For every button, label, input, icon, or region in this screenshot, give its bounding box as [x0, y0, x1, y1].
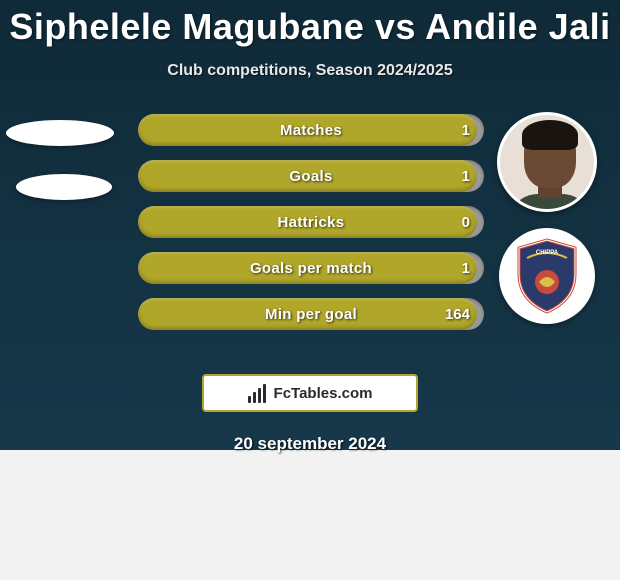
content-wrapper: Siphelele Magubane vs Andile Jali Club c…: [0, 0, 620, 454]
bar-row-matches: Matches 1: [138, 114, 484, 146]
bar-row-min-per-goal: Min per goal 164: [138, 298, 484, 330]
svg-text:CHIPPA: CHIPPA: [536, 250, 559, 256]
left-player-placeholder-1: [6, 120, 114, 146]
bar-chart-icon: [248, 383, 268, 403]
left-player-column: [6, 120, 126, 228]
right-club-badge: CHIPPA: [499, 228, 595, 324]
date-label: 20 september 2024: [0, 434, 620, 454]
comparison-area: Matches 1 Goals 1 Hattricks 0: [0, 120, 620, 370]
bar-row-goals-per-match: Goals per match 1: [138, 252, 484, 284]
page-title: Siphelele Magubane vs Andile Jali: [0, 6, 620, 48]
bar-label: Goals per match: [138, 252, 484, 284]
bar-label: Hattricks: [138, 206, 484, 238]
bar-value: 1: [462, 114, 470, 146]
left-player-placeholder-2: [16, 174, 112, 200]
right-player-avatar: [497, 112, 597, 212]
bar-value: 1: [462, 160, 470, 192]
right-player-column: CHIPPA: [492, 112, 602, 324]
face-icon: [500, 112, 594, 212]
bar-value: 0: [462, 206, 470, 238]
bar-row-goals: Goals 1: [138, 160, 484, 192]
bar-value: 164: [445, 298, 470, 330]
bar-value: 1: [462, 252, 470, 284]
bar-row-hattricks: Hattricks 0: [138, 206, 484, 238]
bar-label: Matches: [138, 114, 484, 146]
brand-box[interactable]: FcTables.com: [202, 374, 418, 412]
subtitle: Club competitions, Season 2024/2025: [0, 62, 620, 80]
shield-icon: CHIPPA: [513, 238, 581, 314]
background-bottom: [0, 450, 620, 580]
bar-label: Min per goal: [138, 298, 484, 330]
stat-bars: Matches 1 Goals 1 Hattricks 0: [138, 114, 484, 344]
brand-label: FcTables.com: [274, 385, 373, 402]
bar-label: Goals: [138, 160, 484, 192]
